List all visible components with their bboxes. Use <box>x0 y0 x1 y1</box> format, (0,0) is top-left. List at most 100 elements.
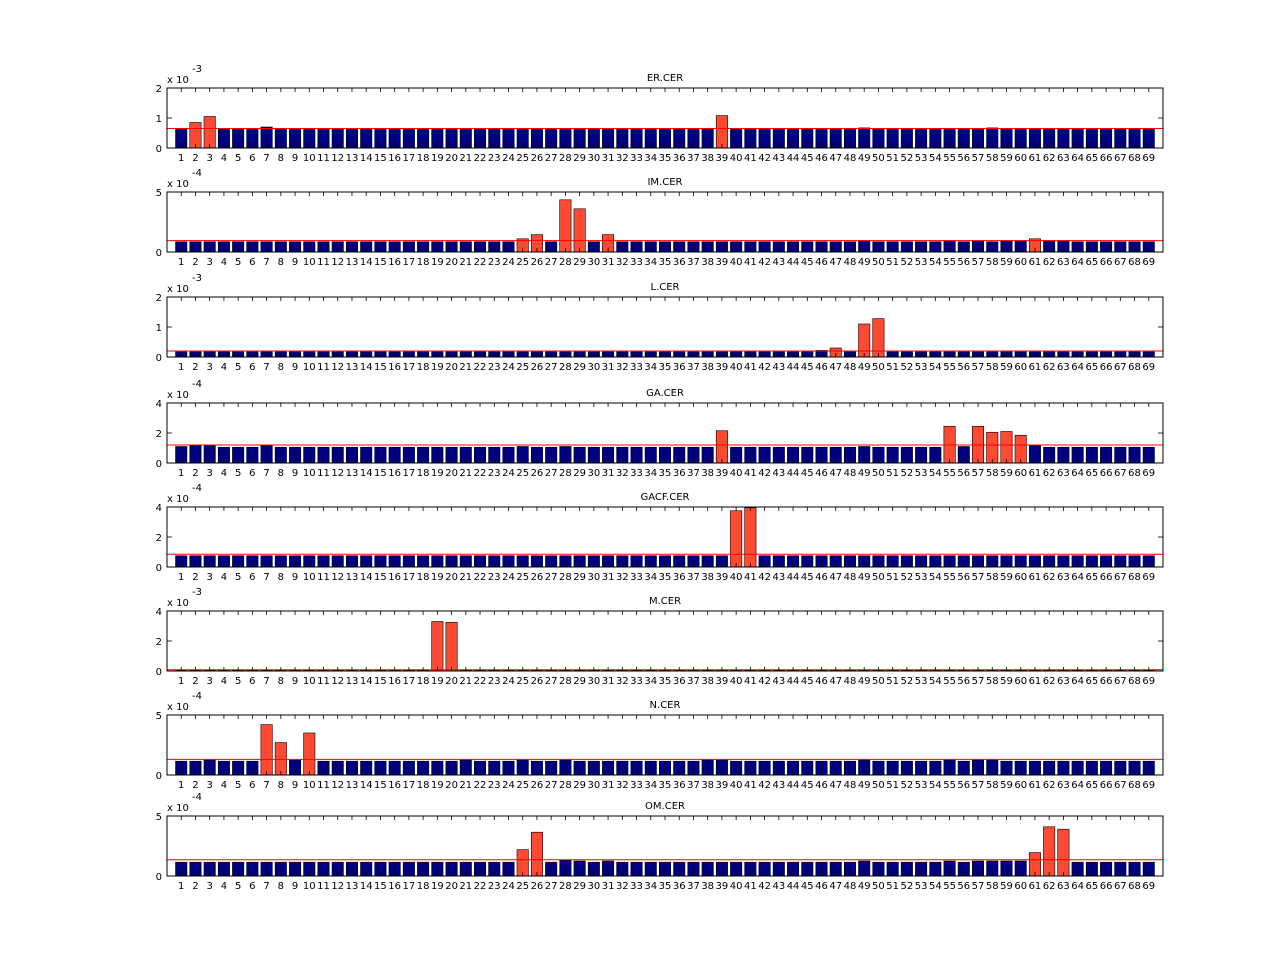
x-tick-label: 20 <box>445 153 458 164</box>
x-tick-label: 65 <box>1085 257 1098 268</box>
x-tick-label: 66 <box>1100 362 1113 373</box>
x-tick-label: 19 <box>431 676 444 687</box>
x-tick-label: 32 <box>616 881 629 892</box>
x-tick-label: 46 <box>815 468 828 479</box>
x-tick-label: 1 <box>178 362 184 373</box>
x-tick-label: 41 <box>744 362 757 373</box>
bar-40 <box>730 510 743 568</box>
x-tick-label: 19 <box>431 572 444 583</box>
x-tick-label: 10 <box>303 881 316 892</box>
x-tick-label: 58 <box>986 257 999 268</box>
x-tick-label: 24 <box>502 468 515 479</box>
x-tick-label: 20 <box>445 676 458 687</box>
x-tick-label: 64 <box>1071 881 1084 892</box>
x-tick-label: 61 <box>1029 572 1042 583</box>
x-tick-label: 20 <box>445 362 458 373</box>
x-tick-label: 68 <box>1128 881 1141 892</box>
bar-63 <box>1057 828 1070 877</box>
x-tick-label: 4 <box>221 153 227 164</box>
x-tick-label: 11 <box>317 572 330 583</box>
x-tick-label: 56 <box>957 257 970 268</box>
x-tick-label: 16 <box>388 881 401 892</box>
x-tick-label: 38 <box>701 362 714 373</box>
x-tick-label: 41 <box>744 257 757 268</box>
x-tick-label: 25 <box>516 257 529 268</box>
x-tick-label: 12 <box>331 153 344 164</box>
x-tick-label: 18 <box>417 572 430 583</box>
x-tick-label: 35 <box>659 257 672 268</box>
scale-label: x 10 <box>167 803 189 814</box>
scale-exponent: -3 <box>192 587 202 598</box>
x-tick-label: 56 <box>957 362 970 373</box>
bar-60 <box>1014 434 1027 464</box>
scale-label: x 10 <box>167 390 189 401</box>
x-tick-label: 21 <box>459 153 472 164</box>
x-tick-label: 50 <box>872 153 885 164</box>
bar-62 <box>1043 826 1056 877</box>
x-tick-label: 10 <box>303 780 316 791</box>
x-tick-label: 46 <box>815 257 828 268</box>
x-tick-label: 67 <box>1114 572 1127 583</box>
x-tick-label: 30 <box>587 780 600 791</box>
x-tick-label: 21 <box>459 676 472 687</box>
x-tick-label: 9 <box>292 780 298 791</box>
x-tick-label: 53 <box>915 153 928 164</box>
x-tick-label: 29 <box>573 257 586 268</box>
x-tick-label: 42 <box>758 257 771 268</box>
x-tick-label: 69 <box>1142 362 1155 373</box>
x-tick-label: 16 <box>388 257 401 268</box>
x-tick-label: 4 <box>221 257 227 268</box>
x-tick-label: 60 <box>1014 257 1027 268</box>
x-tick-label: 44 <box>787 468 800 479</box>
x-tick-label: 26 <box>531 468 544 479</box>
x-tick-label: 1 <box>178 881 184 892</box>
x-tick-label: 59 <box>1000 153 1013 164</box>
x-tick-label: 50 <box>872 780 885 791</box>
x-tick-label: 18 <box>417 881 430 892</box>
x-tick-label: 31 <box>602 468 615 479</box>
x-tick-label: 28 <box>559 572 572 583</box>
x-tick-label: 15 <box>374 780 387 791</box>
x-tick-label: 22 <box>474 153 487 164</box>
x-tick-label: 38 <box>701 153 714 164</box>
x-tick-label: 46 <box>815 572 828 583</box>
x-tick-label: 59 <box>1000 468 1013 479</box>
x-tick-label: 33 <box>630 153 643 164</box>
x-tick-label: 30 <box>587 572 600 583</box>
x-tick-label: 28 <box>559 468 572 479</box>
x-tick-label: 52 <box>901 881 914 892</box>
x-tick-label: 5 <box>235 468 241 479</box>
bar-58 <box>986 431 999 464</box>
x-tick-label: 5 <box>235 153 241 164</box>
x-tick-label: 44 <box>787 153 800 164</box>
y-tick-label: 2 <box>156 637 162 648</box>
x-tick-label: 23 <box>488 468 501 479</box>
x-tick-label: 16 <box>388 362 401 373</box>
x-tick-label: 21 <box>459 780 472 791</box>
x-tick-label: 33 <box>630 468 643 479</box>
y-tick-label: 2 <box>156 84 162 95</box>
scale-exponent: -3 <box>192 273 202 284</box>
x-tick-label: 44 <box>787 881 800 892</box>
y-tick-label: 0 <box>156 144 162 155</box>
x-tick-label: 24 <box>502 881 515 892</box>
x-tick-label: 43 <box>772 676 785 687</box>
x-tick-label: 12 <box>331 780 344 791</box>
x-tick-label: 42 <box>758 468 771 479</box>
x-tick-label: 27 <box>545 257 558 268</box>
x-tick-label: 55 <box>943 362 956 373</box>
x-tick-label: 40 <box>730 468 743 479</box>
x-tick-label: 40 <box>730 881 743 892</box>
x-tick-label: 45 <box>801 881 814 892</box>
bar-41 <box>744 507 757 568</box>
x-tick-label: 28 <box>559 676 572 687</box>
x-tick-label: 17 <box>403 468 416 479</box>
x-tick-label: 62 <box>1043 362 1056 373</box>
x-tick-label: 47 <box>829 257 842 268</box>
scale-exponent: -4 <box>192 379 202 390</box>
x-tick-label: 6 <box>249 881 255 892</box>
scale-label: x 10 <box>167 598 189 609</box>
x-tick-label: 63 <box>1057 676 1070 687</box>
x-tick-label: 38 <box>701 780 714 791</box>
y-tick-label: 4 <box>156 399 162 410</box>
